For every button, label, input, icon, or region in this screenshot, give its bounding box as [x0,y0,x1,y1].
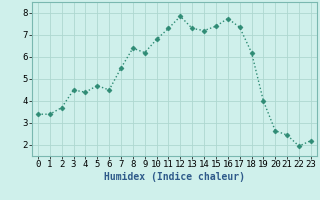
X-axis label: Humidex (Indice chaleur): Humidex (Indice chaleur) [104,172,245,182]
